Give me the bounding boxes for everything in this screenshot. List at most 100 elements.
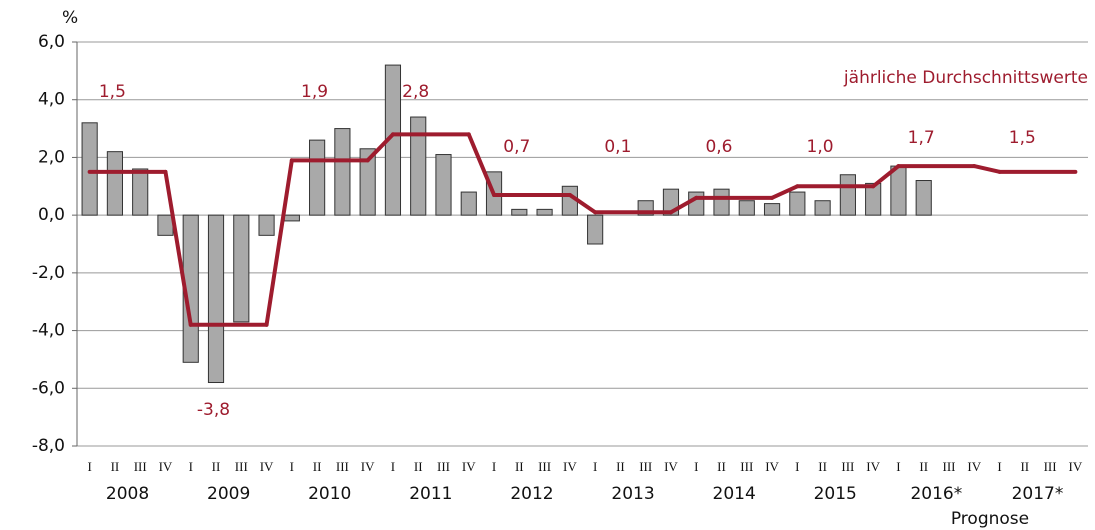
bar [283, 214, 300, 222]
annotation: jährliche Durchschnittswerte [843, 68, 1088, 88]
x-tick-label: I [290, 459, 294, 474]
x-tick-label: IV [563, 459, 577, 474]
data-label: 1,0 [807, 137, 834, 157]
y-tick-label: -2,0 [32, 263, 65, 283]
y-tick-label: 6,0 [38, 32, 65, 52]
data-label: 1,9 [301, 82, 328, 102]
year-label: 2016* [910, 484, 962, 504]
y-tick-label: 2,0 [38, 147, 65, 167]
y-axis-label: % [62, 8, 78, 28]
bar [839, 174, 856, 216]
x-tick-label: III [336, 459, 349, 474]
bar [132, 168, 149, 216]
x-tick-label: I [391, 459, 395, 474]
bar [713, 188, 730, 216]
bar [359, 148, 376, 216]
bar [738, 200, 755, 216]
year-label: 2013 [611, 484, 654, 504]
bar [460, 191, 477, 216]
bar [435, 154, 452, 216]
x-tick-label: II [414, 459, 423, 474]
x-tick-label: III [538, 459, 551, 474]
x-tick-label: III [235, 459, 248, 474]
bar [865, 182, 882, 216]
x-tick-label: II [313, 459, 322, 474]
year-label: 2010 [308, 484, 351, 504]
x-tick-label: III [134, 459, 147, 474]
annual-average-ramp [264, 158, 294, 327]
x-tick-label: II [515, 459, 524, 474]
annual-average-ramp [365, 132, 395, 163]
annual-average-ramp [871, 164, 901, 189]
bar [688, 191, 705, 216]
x-tick-label: IV [765, 459, 779, 474]
x-tick-label: III [942, 459, 955, 474]
bar [814, 200, 831, 216]
bar [334, 128, 351, 216]
x-tick-label: III [1044, 459, 1057, 474]
x-tick-label: I [795, 459, 799, 474]
bar [309, 139, 326, 216]
x-tick-label: II [919, 459, 928, 474]
annual-average-ramp [466, 132, 497, 197]
x-tick-label: IV [664, 459, 678, 474]
x-tick-label: I [593, 459, 597, 474]
x-tick-label: IV [462, 459, 476, 474]
year-label: 2011 [409, 484, 452, 504]
data-label: 2,8 [402, 82, 429, 102]
x-tick-label: II [818, 459, 827, 474]
bar [207, 214, 225, 384]
annual-average-ramp [567, 192, 598, 215]
forecast-label: Prognose [951, 509, 1029, 529]
x-tick-label: II [616, 459, 625, 474]
x-tick-label: IV [967, 459, 981, 474]
bar [233, 214, 250, 323]
bar [763, 203, 781, 216]
x-tick-label: III [639, 459, 652, 474]
x-tick-label: II [111, 459, 120, 474]
x-tick-label: IV [1069, 459, 1083, 474]
x-tick-label: IV [866, 459, 880, 474]
bar [890, 165, 907, 216]
y-tick-label: 4,0 [38, 90, 65, 110]
x-tick-label: III [740, 459, 753, 474]
bar [789, 191, 806, 216]
x-tick-label: II [1020, 459, 1029, 474]
x-tick-label: III [437, 459, 450, 474]
bar [81, 122, 98, 216]
annual-average-ramp [770, 184, 800, 200]
data-label: 1,7 [908, 128, 935, 148]
bar [536, 208, 553, 216]
year-label: 2012 [510, 484, 553, 504]
x-tick-label: I [87, 459, 91, 474]
data-label: -3,8 [197, 400, 230, 420]
data-label: 0,7 [503, 137, 530, 157]
y-tick-label: 0,0 [38, 205, 65, 225]
x-tick-label: I [492, 459, 496, 474]
x-tick-label: IV [159, 459, 173, 474]
year-label: 2015 [814, 484, 857, 504]
x-tick-label: I [694, 459, 698, 474]
bar [106, 151, 123, 216]
data-label: 0,6 [705, 137, 732, 157]
bar [258, 214, 275, 236]
x-tick-label: II [717, 459, 726, 474]
x-tick-label: I [189, 459, 193, 474]
year-label: 2017* [1012, 484, 1064, 504]
x-tick-label: IV [361, 459, 375, 474]
x-tick-label: IV [260, 459, 274, 474]
y-tick-label: -6,0 [32, 378, 65, 398]
bar [157, 214, 174, 236]
year-label: 2009 [207, 484, 250, 504]
annual-average-ramp [972, 164, 1002, 174]
year-label: 2008 [106, 484, 149, 504]
x-tick-label: III [841, 459, 854, 474]
bar [915, 180, 932, 216]
year-label: 2014 [713, 484, 756, 504]
y-tick-label: -8,0 [32, 436, 65, 456]
y-tick-label: -4,0 [32, 321, 65, 341]
data-label: 0,1 [604, 137, 631, 157]
bar [587, 214, 604, 245]
data-label: 1,5 [99, 82, 126, 102]
